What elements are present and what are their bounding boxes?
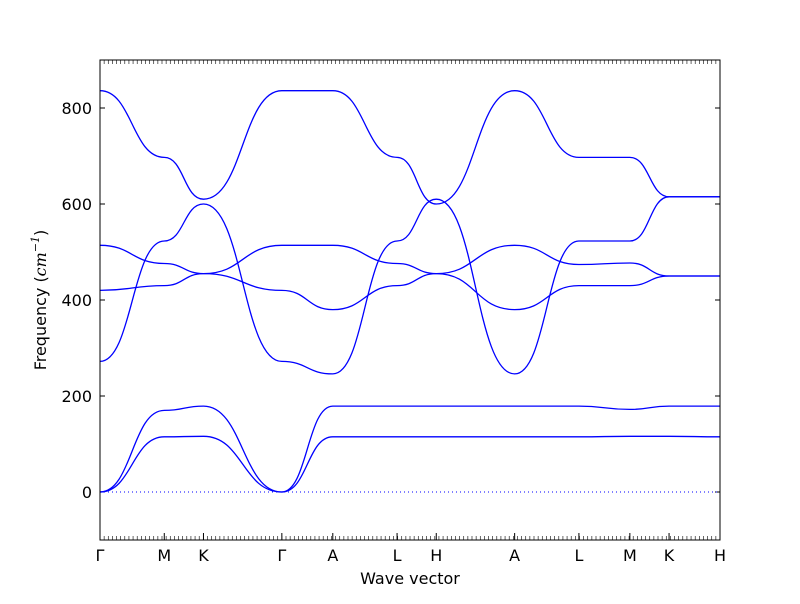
x-tick-label: K xyxy=(198,546,209,565)
plot-frame xyxy=(99,59,721,541)
x-tick-label: Γ xyxy=(96,546,105,565)
y-tick-label: 800 xyxy=(61,99,92,118)
x-tick-label: H xyxy=(714,546,726,565)
x-tick-label: M xyxy=(157,546,171,565)
branch-line xyxy=(99,405,720,493)
branch-line xyxy=(99,90,720,205)
y-tick-label: 600 xyxy=(61,195,92,214)
branch-line xyxy=(99,196,720,375)
x-axis-label: Wave vector xyxy=(360,569,460,588)
y-axis-label-exponent: −1 xyxy=(29,236,42,252)
y-axis-label-suffix: ) xyxy=(31,230,50,236)
x-tick-label: L xyxy=(393,546,402,565)
branch-line xyxy=(99,435,721,493)
x-tick-label: A xyxy=(327,546,338,565)
y-tick-label: 400 xyxy=(61,291,92,310)
tick-layer xyxy=(99,60,721,540)
x-tick-label: K xyxy=(664,546,675,565)
y-axis-label-prefix: Frequency ( xyxy=(31,276,50,370)
x-tick-label: A xyxy=(509,546,520,565)
y-tick-label: 0 xyxy=(82,483,92,502)
tick-label-layer: 0 200 400 600 800 Γ M K Γ A L H A L M K H xyxy=(61,99,726,565)
x-tick-label: L xyxy=(574,546,583,565)
branch-line xyxy=(99,244,720,277)
series-layer xyxy=(99,90,721,493)
y-axis-label-unit: cm xyxy=(31,252,50,276)
x-tick-label: H xyxy=(430,546,442,565)
x-tick-label: M xyxy=(623,546,637,565)
y-axis-label: Frequency (cm−1) xyxy=(29,230,50,371)
y-tick-label: 200 xyxy=(61,387,92,406)
x-tick-label: Γ xyxy=(277,546,286,565)
branch-line xyxy=(99,272,720,311)
